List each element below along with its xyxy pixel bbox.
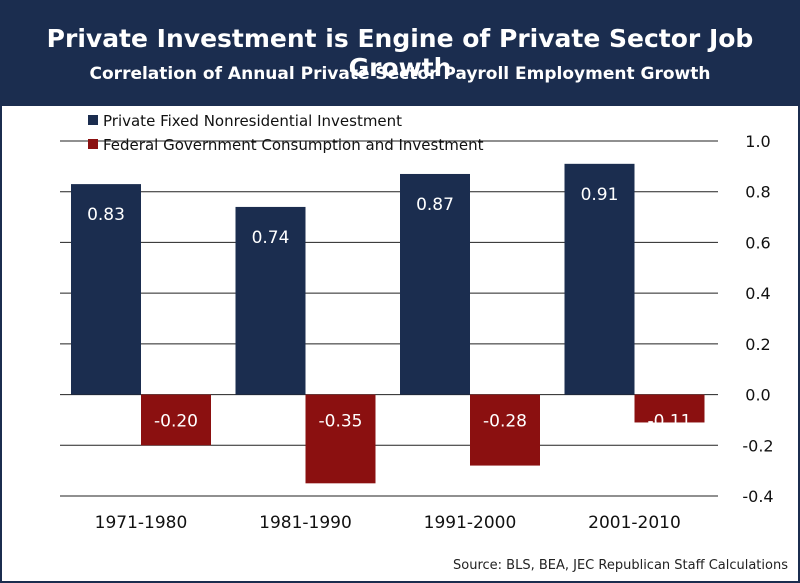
data-label: -0.28: [483, 412, 527, 432]
header-banner: Private Investment is Engine of Private …: [2, 2, 798, 106]
legend-label: Private Fixed Nonresidential Investment: [103, 112, 402, 130]
y-tick-label: 0.2: [745, 335, 770, 354]
data-label: 0.74: [252, 228, 290, 248]
source-note: Source: BLS, BEA, JEC Republican Staff C…: [453, 558, 788, 573]
bar-investment: [71, 184, 141, 395]
x-tick-label: 1971-1980: [95, 513, 188, 533]
bar-government: [141, 394, 211, 446]
x-tick-label: 2001-2010: [588, 513, 681, 533]
bars: [71, 163, 705, 484]
bar-investment: [564, 163, 635, 395]
data-label: 0.87: [416, 195, 454, 215]
data-label: -0.20: [154, 412, 198, 432]
legend-label: Federal Government Consumption and Inves…: [103, 136, 484, 154]
bar-investment: [235, 206, 306, 395]
legend-swatch: [88, 139, 98, 149]
y-tick-label: 0.0: [745, 386, 770, 405]
y-tick-label: -0.4: [742, 487, 773, 506]
bar-government: [470, 394, 540, 466]
y-tick-label: 0.8: [745, 183, 770, 202]
y-tick-label: 0.4: [745, 284, 770, 303]
chart-title: Private Investment is Engine of Private …: [46, 24, 754, 82]
y-axis-ticks: 1.0 0.8 0.6 0.4 0.2 0.0 -0.2 -0.4: [742, 132, 773, 506]
chart-subtitle: Correlation of Annual Private Sector Pay…: [89, 64, 711, 84]
bar-government: [634, 394, 705, 423]
x-tick-label: 1991-2000: [424, 513, 517, 533]
bar-government: [305, 394, 376, 484]
data-labels: 0.83 -0.20 0.74 -0.35 0.87 -0.28 0.91 -0.11: [87, 185, 691, 432]
y-tick-label: 1.0: [745, 132, 770, 151]
y-tick-label: 0.6: [745, 233, 770, 252]
data-label: -0.11: [648, 412, 692, 432]
legend-swatch: [88, 115, 98, 125]
legend: Private Fixed Nonresidential Investment F…: [88, 112, 484, 154]
x-tick-label: 1981-1990: [259, 513, 352, 533]
data-label: -0.35: [319, 412, 363, 432]
x-axis-labels: 1971-1980 1981-1990 1991-2000 2001-2010: [95, 513, 681, 533]
y-tick-label: -0.2: [742, 436, 773, 455]
bar-investment: [400, 173, 470, 395]
data-label: 0.91: [581, 185, 619, 205]
data-label: 0.83: [87, 205, 125, 225]
